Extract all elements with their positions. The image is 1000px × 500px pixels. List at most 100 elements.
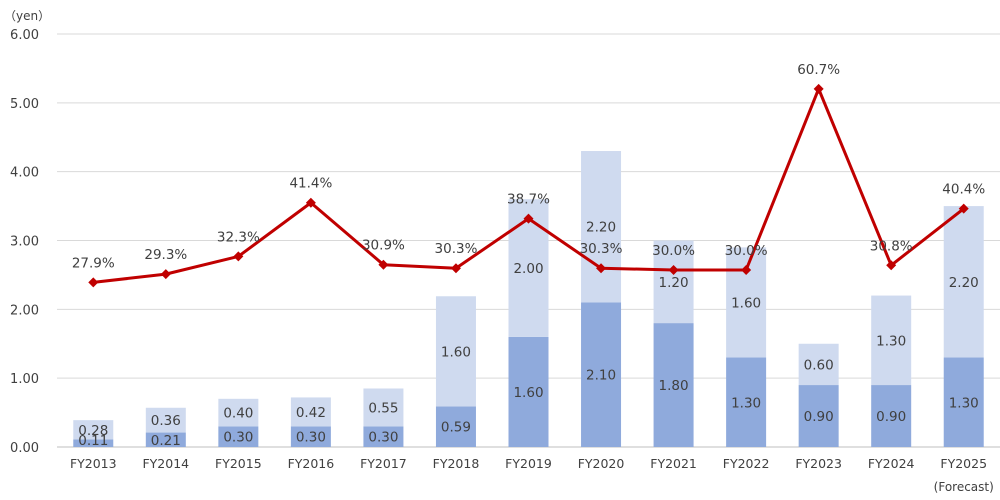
bar-segment-upper — [435, 296, 476, 407]
bar-value-label-upper: 0.42 — [296, 405, 326, 421]
bar-segment-lower — [871, 385, 912, 447]
bar-value-label-lower: 0.11 — [78, 433, 108, 449]
line-point-marker — [596, 263, 607, 274]
line-value-label: 38.7% — [507, 192, 550, 208]
x-tick-label: FY2025 — [940, 456, 987, 471]
bar-value-label-lower: 0.30 — [368, 430, 398, 446]
x-tick-label: FY2018 — [433, 456, 480, 471]
bar-value-label-upper: 1.30 — [876, 333, 906, 349]
bar-segment-upper — [290, 397, 331, 427]
bar-value-label-lower: 1.30 — [949, 395, 979, 411]
bar-segment-lower — [943, 357, 984, 447]
y-unit-label: （yen） — [4, 9, 50, 23]
y-tick-label: 0.00 — [10, 441, 39, 456]
x-tick-label: FY2024 — [868, 456, 915, 471]
bar-value-label-lower: 1.60 — [513, 385, 543, 401]
bar-value-label-lower: 0.90 — [804, 409, 834, 425]
x-tick-label: FY2021 — [650, 456, 697, 471]
bar-value-label-upper: 2.00 — [513, 261, 543, 277]
line-point-marker — [523, 213, 534, 224]
bar-value-label-upper: 2.20 — [586, 220, 616, 236]
bar-value-label-lower: 1.80 — [659, 378, 689, 394]
bar-segment-upper — [653, 240, 694, 324]
bar-value-label-upper: 1.60 — [441, 344, 471, 360]
bar-segment-upper — [145, 407, 186, 433]
bar-segment-upper — [871, 295, 912, 386]
bar-segment-lower — [798, 385, 839, 447]
bar-segment-lower — [726, 357, 767, 447]
bar-value-label-upper: 0.36 — [151, 413, 181, 429]
bar-segment-upper — [581, 151, 622, 303]
y-tick-label: 1.00 — [10, 372, 39, 387]
bar-segment-upper — [363, 388, 404, 427]
line-point-marker — [886, 260, 897, 271]
x-tick-label: FY2023 — [795, 456, 842, 471]
x-tick-label: FY2020 — [578, 456, 625, 471]
bar-segment-upper — [798, 343, 839, 386]
bar-segment-lower — [145, 432, 186, 447]
bar-segment-lower — [290, 426, 331, 447]
line-value-label: 32.3% — [217, 229, 260, 245]
bar-segment-upper — [943, 206, 984, 358]
x-tick-label: FY2017 — [360, 456, 407, 471]
bar-segment-lower — [363, 426, 404, 447]
line-point-marker — [88, 277, 99, 288]
x-tick-label: FY2015 — [215, 456, 262, 471]
line-point-marker — [233, 251, 244, 262]
line-value-label: 30.3% — [580, 241, 623, 257]
bar-segment-upper — [218, 398, 259, 427]
bar-value-label-upper: 0.55 — [368, 400, 398, 416]
x-tick-label: FY2013 — [70, 456, 117, 471]
line-value-label: 30.0% — [652, 243, 695, 259]
bar-value-label-lower: 1.30 — [731, 395, 761, 411]
line-point-marker — [378, 259, 389, 270]
line-value-label: 40.4% — [942, 182, 985, 198]
line-point-marker — [305, 197, 316, 208]
line-value-label: 30.0% — [725, 243, 768, 259]
y-tick-label: 5.00 — [10, 97, 39, 112]
bar-value-label-lower: 2.10 — [586, 368, 616, 384]
x-tick-label: FY2014 — [142, 456, 189, 471]
x-tick-label: FY2022 — [723, 456, 770, 471]
line-point-marker — [958, 203, 969, 214]
bar-segment-lower — [218, 426, 259, 447]
bar-segment-lower — [435, 406, 476, 447]
y-tick-label: 4.00 — [10, 166, 39, 181]
line-value-label: 30.8% — [870, 238, 913, 254]
bar-value-label-lower: 0.90 — [876, 409, 906, 425]
bar-segment-lower — [581, 302, 622, 447]
y-tick-label: 6.00 — [10, 28, 39, 43]
line-value-label: 29.3% — [144, 247, 187, 263]
bar-segment-lower — [73, 439, 114, 447]
bar-value-label-upper: 0.40 — [223, 406, 253, 422]
line-value-label: 30.9% — [362, 238, 405, 254]
bar-value-label-lower: 0.21 — [151, 433, 181, 449]
forecast-note: (Forecast) — [934, 480, 994, 494]
y-tick-label: 3.00 — [10, 235, 39, 250]
bar-segment-upper — [73, 420, 114, 440]
bar-value-label-upper: 1.20 — [659, 275, 689, 291]
bar-value-label-lower: 0.59 — [441, 420, 471, 436]
line-value-label: 60.7% — [797, 62, 840, 78]
x-tick-label: FY2016 — [288, 456, 335, 471]
line-point-marker — [160, 269, 171, 280]
bar-segment-lower — [508, 336, 549, 447]
bar-value-label-upper: 2.20 — [949, 275, 979, 291]
line-point-marker — [813, 83, 824, 94]
bar-value-label-lower: 0.30 — [296, 430, 326, 446]
line-point-marker — [668, 265, 679, 275]
x-tick-label: FY2019 — [505, 456, 552, 471]
y-tick-label: 2.00 — [10, 303, 39, 318]
line-value-label: 27.9% — [72, 255, 115, 271]
line-value-label: 30.3% — [435, 241, 478, 257]
line-point-marker — [741, 265, 752, 275]
line-value-label: 41.4% — [289, 176, 332, 192]
bar-value-label-lower: 0.30 — [223, 430, 253, 446]
line-point-marker — [450, 263, 461, 274]
bar-value-label-upper: 0.28 — [78, 423, 108, 439]
bar-value-label-upper: 1.60 — [731, 295, 761, 311]
bar-value-label-upper: 0.60 — [804, 357, 834, 373]
bar-segment-lower — [653, 323, 694, 447]
